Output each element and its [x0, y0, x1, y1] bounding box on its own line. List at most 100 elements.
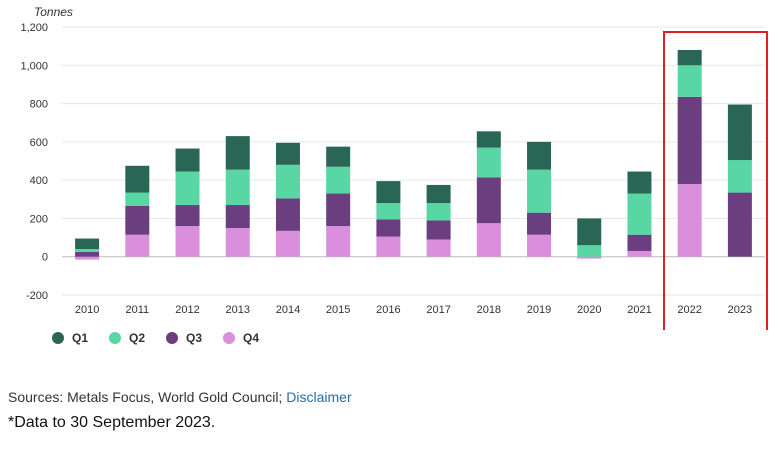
bar-segment-q1-2012: [175, 148, 200, 172]
y-tick-label: 0: [42, 252, 48, 264]
y-tick-label: 1,000: [20, 60, 48, 72]
bar-segment-q2-2015: [326, 166, 351, 194]
x-tick-label: 2020: [577, 304, 601, 316]
bar-segment-q4-2019: [527, 234, 552, 257]
bar-segment-q4-2016: [376, 236, 401, 257]
bar-segment-q4-2022: [677, 183, 702, 257]
bar-segment-q4-2015: [326, 226, 351, 257]
bar-segment-q1-2023: [727, 104, 752, 161]
sources-line: Sources: Metals Focus, World Gold Counci…: [8, 389, 352, 405]
x-tick-labels: 2010 2011 2012 2013 2014 2015 2016 2017 2018 2019…: [75, 304, 752, 316]
y-tick-label: -200: [26, 290, 48, 302]
bar-segment-q4-2017: [426, 239, 451, 257]
disclaimer-link[interactable]: Disclaimer: [286, 389, 352, 405]
x-tick-label: 2013: [226, 304, 250, 316]
legend-item-q4[interactable]: Q4: [223, 331, 280, 345]
bar-segment-q2-2019: [527, 169, 552, 213]
bar-segment-q2-2016: [376, 203, 401, 220]
bar-segment-q1-2013: [225, 136, 250, 170]
x-tick-label: 2010: [75, 304, 99, 316]
y-axis-label: Tonnes: [34, 5, 73, 19]
bar-segment-q1-2019: [527, 141, 552, 170]
bar-segment-q3-2014: [275, 198, 300, 231]
legend-swatch: [52, 332, 64, 344]
legend-swatch: [166, 332, 178, 344]
bar-segment-q1-2014: [275, 142, 300, 165]
bar-segment-q3-2013: [225, 205, 250, 228]
y-tick-label: 600: [30, 137, 48, 149]
bar-segment-q3-2019: [527, 212, 552, 235]
bar-segment-q3-2012: [175, 205, 200, 227]
bar-segment-q3-2023: [727, 192, 752, 257]
bar-segment-q3-2016: [376, 219, 401, 237]
bar-segment-q2-2013: [225, 169, 250, 206]
bar-segment-q3-2010: [75, 251, 100, 257]
y-tick-label: 800: [30, 99, 48, 111]
legend-label: Q1: [72, 331, 89, 345]
bar-segment-q4-2010: [75, 256, 100, 260]
bar-segment-q2-2012: [175, 171, 200, 206]
bar-segment-q2-2022: [677, 65, 702, 97]
bar-segment-q3-2017: [426, 220, 451, 240]
bar-segment-q1-2021: [627, 171, 652, 194]
x-tick-label: 2022: [677, 304, 701, 316]
x-tick-label: 2016: [376, 304, 400, 316]
sources-text: Sources: Metals Focus, World Gold Counci…: [8, 389, 287, 405]
bar-segment-q4-2018: [476, 223, 501, 257]
highlight-box: [663, 31, 768, 330]
bar-segment-q1-2011: [125, 165, 150, 193]
x-tick-label: 2018: [477, 304, 501, 316]
legend: Q1 Q2 Q3 Q4: [52, 331, 280, 345]
bar-segment-q3-2021: [627, 234, 652, 251]
bar-segment-q3-2011: [125, 205, 150, 235]
gridlines: [62, 26, 765, 296]
bar-segment-q4-2021: [627, 250, 652, 257]
bar-segment-q1-2022: [677, 49, 702, 66]
legend-item-q2[interactable]: Q2: [109, 331, 166, 345]
legend-item-q1[interactable]: Q1: [52, 331, 109, 345]
bar-segment-q2-2017: [426, 203, 451, 221]
bar-segment-q2-2011: [125, 192, 150, 206]
bar-segment-q4-2014: [275, 230, 300, 257]
bars: [75, 49, 752, 260]
legend-label: Q2: [129, 331, 146, 345]
bar-segment-q1-2017: [426, 184, 451, 204]
x-tick-label: 2019: [527, 304, 551, 316]
bar-segment-q4-2020: [577, 256, 602, 259]
x-tick-label: 2012: [175, 304, 199, 316]
bar-segment-q4-2012: [175, 226, 200, 257]
bar-segment-q3-2018: [476, 177, 501, 224]
x-tick-label: 2011: [125, 304, 149, 316]
footnote: *Data to 30 September 2023.: [8, 414, 216, 431]
bar-segment-q2-2021: [627, 193, 652, 235]
bar-segment-q2-2010: [75, 249, 100, 252]
x-tick-label: 2017: [426, 304, 450, 316]
bar-segment-q1-2018: [476, 131, 501, 148]
y-tick-label: 200: [30, 213, 48, 225]
legend-label: Q4: [243, 331, 260, 345]
y-tick-label: 400: [30, 175, 48, 187]
y-tick-labels: -200 0 200 400 600 800 1,000 1,200: [20, 22, 48, 302]
x-tick-label: 2023: [728, 304, 752, 316]
bar-segment-q1-2015: [326, 146, 351, 167]
bar-segment-q3-2022: [677, 96, 702, 184]
bar-segment-q2-2023: [727, 160, 752, 193]
bar-segment-q2-2020: [577, 245, 602, 257]
x-tick-label: 2014: [276, 304, 300, 316]
bar-segment-q4-2011: [125, 234, 150, 257]
bar-segment-q4-2013: [225, 228, 250, 257]
x-tick-label: 2021: [627, 304, 651, 316]
legend-label: Q3: [186, 331, 203, 345]
bar-segment-q1-2010: [75, 238, 100, 250]
bar-segment-q2-2018: [476, 147, 501, 178]
bar-segment-q1-2020: [577, 218, 602, 246]
y-tick-label: 1,200: [20, 22, 48, 34]
legend-swatch: [223, 332, 235, 344]
bar-segment-q1-2016: [376, 181, 401, 204]
legend-item-q3[interactable]: Q3: [166, 331, 223, 345]
bar-segment-q3-2015: [326, 193, 351, 227]
legend-swatch: [109, 332, 121, 344]
x-tick-label: 2015: [326, 304, 350, 316]
bar-segment-q2-2014: [275, 164, 300, 199]
